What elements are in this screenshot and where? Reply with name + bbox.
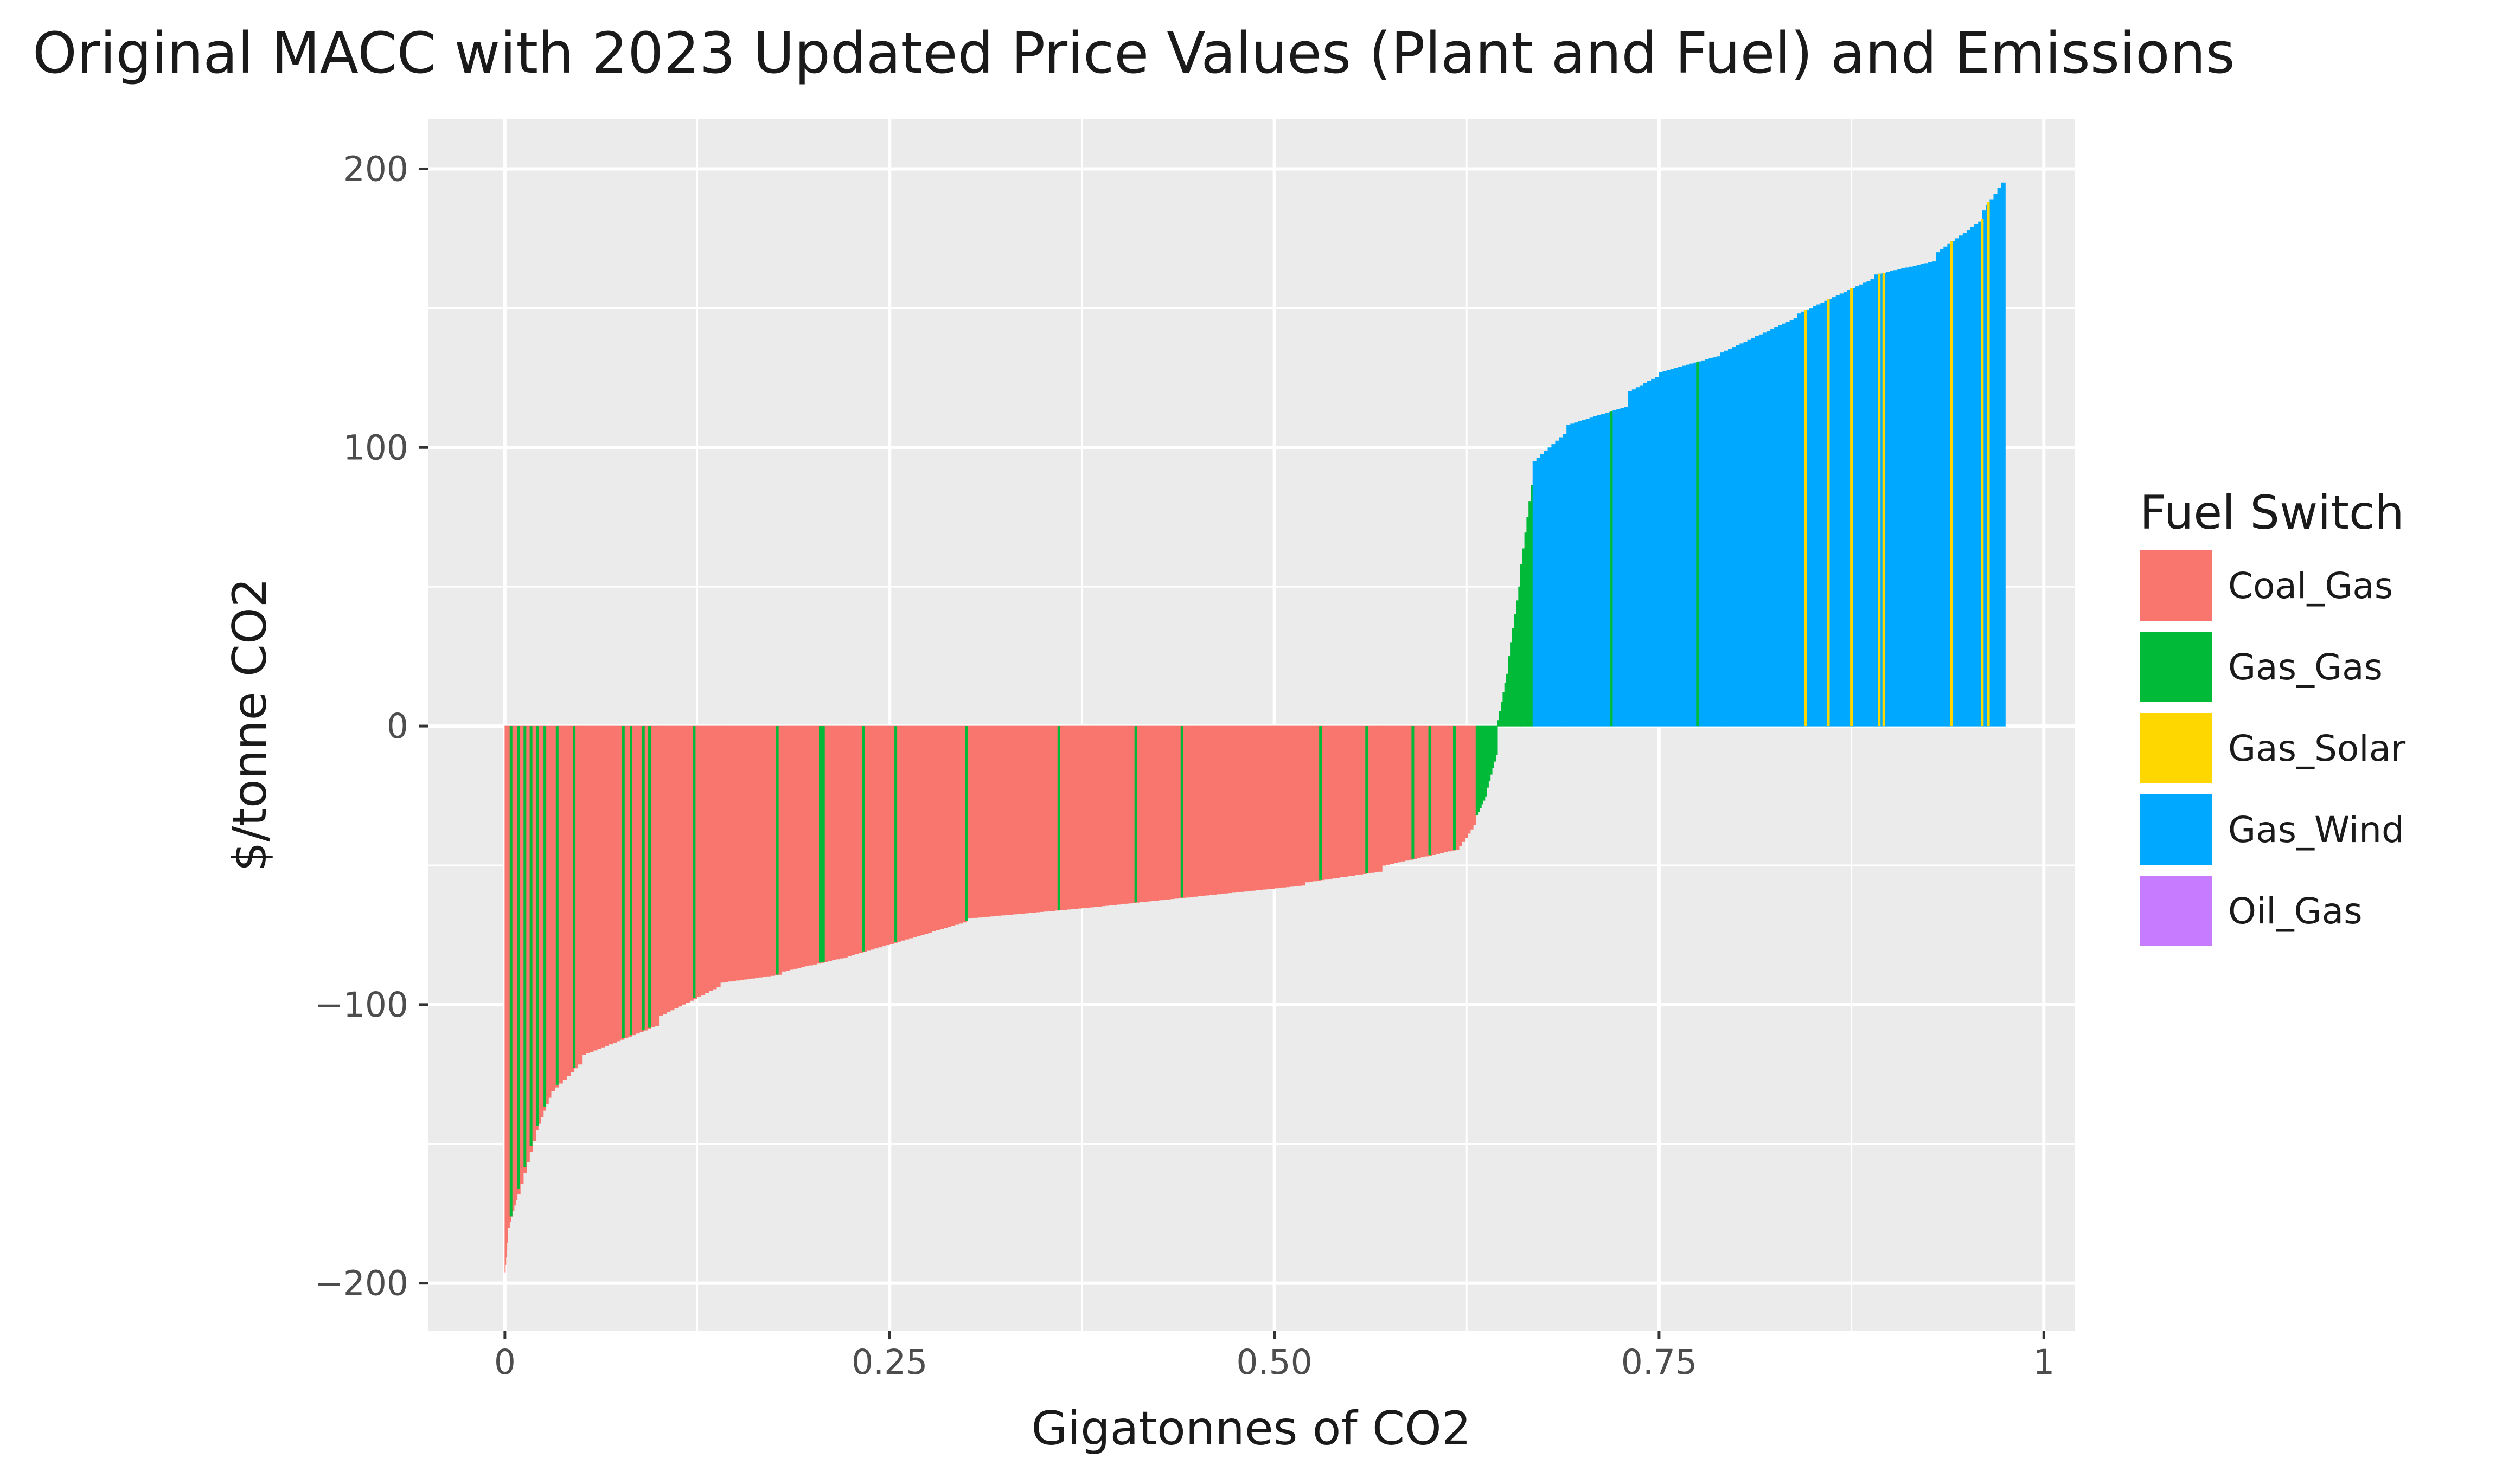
x-tick-label: 0 bbox=[494, 1342, 516, 1382]
bar-Gas_Gas bbox=[543, 726, 547, 1107]
bar-Coal_Gas bbox=[535, 725, 552, 1130]
bar-Gas_Gas bbox=[776, 726, 779, 975]
y-tick-label: 200 bbox=[343, 149, 408, 189]
bar-Gas_Gas bbox=[1411, 726, 1415, 859]
bar-Gas_Gas bbox=[1134, 726, 1137, 903]
bar-Gas_Gas bbox=[819, 726, 822, 963]
bar-Coal_Gas bbox=[1304, 725, 1383, 883]
y-tick-label: 100 bbox=[343, 428, 408, 467]
bar-Gas_Gas bbox=[1475, 725, 1487, 815]
bar-Gas_Wind bbox=[1532, 434, 1567, 727]
bar-Gas_Wind bbox=[1982, 182, 2006, 727]
bar-Coal_Gas bbox=[504, 725, 508, 1273]
bar-Gas_Gas bbox=[523, 726, 527, 1167]
bar-Gas_Solar bbox=[1981, 219, 1984, 727]
bar-Gas_Wind bbox=[1628, 377, 1660, 727]
x-tick-label: 0.75 bbox=[1621, 1342, 1697, 1382]
bar-Gas_Gas bbox=[517, 726, 520, 1189]
y-tick-label: 0 bbox=[387, 706, 408, 746]
bar-Gas_Gas bbox=[509, 726, 513, 1217]
bar-Coal_Gas bbox=[1458, 725, 1476, 846]
bar-Gas_Gas bbox=[1486, 725, 1498, 788]
bar-Gas_Gas bbox=[1610, 411, 1613, 727]
x-tick-label: 0.50 bbox=[1236, 1342, 1312, 1382]
bar-Coal_Gas bbox=[1089, 725, 1198, 908]
bar-Coal_Gas bbox=[843, 725, 967, 958]
bar-Gas_Wind bbox=[1566, 407, 1629, 727]
bar-Gas_Gas bbox=[529, 726, 533, 1146]
bar-Gas_Gas bbox=[1520, 485, 1533, 727]
legend: Fuel Switch Coal_Gas Gas_Gas Gas_Solar Gas_… bbox=[2140, 486, 2406, 946]
chart-title: Original MACC with 2023 Updated Price Va… bbox=[33, 20, 2235, 86]
y-axis-title: $/tonne CO2 bbox=[223, 578, 277, 872]
bar-Gas_Gas bbox=[1453, 726, 1456, 850]
bar-Gas_Gas bbox=[555, 726, 559, 1085]
bar-Gas_Gas bbox=[573, 726, 576, 1068]
bar-Gas_Gas bbox=[1180, 726, 1183, 898]
bar-Gas_Wind bbox=[1936, 221, 1983, 727]
bars bbox=[504, 182, 2006, 1273]
legend-label: Gas_Gas bbox=[2228, 646, 2383, 688]
bar-Coal_Gas bbox=[966, 725, 1090, 919]
bar-Gas_Wind bbox=[1659, 356, 1721, 727]
bar-Coal_Gas bbox=[1197, 725, 1305, 896]
y-axis: −200 −100 0 100 200 bbox=[315, 149, 428, 1303]
bar-Coal_Gas bbox=[658, 725, 721, 1016]
y-tick-label: −200 bbox=[315, 1264, 408, 1303]
x-axis-title: Gigatonnes of CO2 bbox=[1032, 1402, 1471, 1456]
bar-Coal_Gas bbox=[782, 725, 844, 972]
bar-Gas_Gas bbox=[1696, 362, 1699, 727]
legend-key-Oil_Gas bbox=[2140, 876, 2212, 946]
legend-label: Oil_Gas bbox=[2228, 890, 2363, 932]
bar-Gas_Solar bbox=[1987, 202, 1990, 727]
legend-label: Gas_Solar bbox=[2228, 728, 2406, 769]
bar-Gas_Gas bbox=[862, 726, 865, 952]
y-tick-label: −100 bbox=[315, 985, 408, 1025]
bar-Coal_Gas bbox=[551, 725, 583, 1091]
legend-key-Gas_Solar bbox=[2140, 713, 2212, 783]
bar-Gas_Solar bbox=[1804, 310, 1807, 727]
bar-Gas_Gas bbox=[1057, 726, 1060, 910]
bar-Gas_Gas bbox=[693, 726, 696, 998]
x-axis: 0 0.25 0.50 0.75 1 bbox=[494, 1331, 2055, 1382]
bar-Coal_Gas bbox=[1381, 725, 1460, 866]
bar-Gas_Solar bbox=[1950, 241, 1953, 727]
bar-Coal_Gas bbox=[581, 725, 660, 1055]
x-tick-label: 0.25 bbox=[852, 1342, 927, 1382]
bar-Gas_Gas bbox=[648, 726, 651, 1028]
bar-Gas_Gas bbox=[894, 726, 898, 942]
bar-Gas_Gas bbox=[1428, 726, 1431, 855]
bar-Gas_Wind bbox=[1797, 279, 1875, 727]
x-tick-label: 1 bbox=[2033, 1342, 2055, 1382]
bar-Gas_Gas bbox=[1319, 726, 1322, 880]
gridlines bbox=[428, 119, 2075, 1331]
bar-Coal_Gas bbox=[508, 725, 518, 1228]
bar-Gas_Gas bbox=[630, 726, 632, 1036]
legend-title: Fuel Switch bbox=[2140, 486, 2404, 540]
bar-Gas_Solar bbox=[1827, 299, 1830, 726]
legend-label: Gas_Wind bbox=[2228, 809, 2404, 851]
bar-Gas_Gas bbox=[536, 726, 539, 1126]
legend-key-Gas_Gas bbox=[2140, 632, 2212, 702]
legend-key-Gas_Wind bbox=[2140, 794, 2212, 865]
bar-Gas_Solar bbox=[1882, 272, 1885, 727]
bar-Gas_Gas bbox=[1508, 586, 1521, 727]
bar-Gas_Gas bbox=[622, 726, 625, 1038]
bar-Gas_Gas bbox=[965, 726, 968, 921]
bar-Gas_Solar bbox=[1850, 288, 1853, 727]
bar-Gas_Gas bbox=[642, 726, 645, 1031]
bar-Gas_Solar bbox=[1878, 273, 1881, 727]
bar-Gas_Gas bbox=[1365, 726, 1368, 873]
bar-Coal_Gas bbox=[720, 725, 783, 983]
legend-label: Coal_Gas bbox=[2228, 565, 2393, 607]
bar-Gas_Gas bbox=[1497, 673, 1509, 727]
bar-Gas_Gas bbox=[822, 726, 825, 962]
legend-key-Coal_Gas bbox=[2140, 550, 2212, 621]
bar-Gas_Wind bbox=[1720, 318, 1798, 727]
